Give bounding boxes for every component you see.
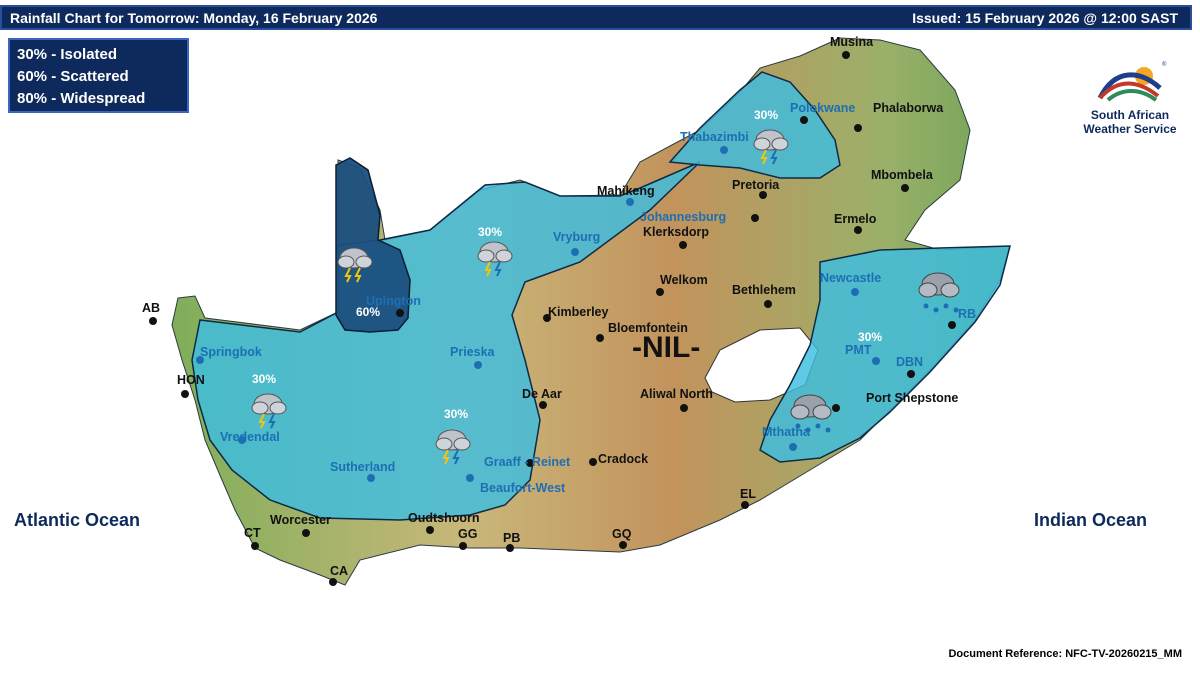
city-label-bloemfontein: Bloemfontein [608, 321, 688, 335]
zone-label-north: 30% [754, 108, 778, 122]
logo-line-2: Weather Service [1083, 122, 1177, 136]
city-label-welkom: Welkom [660, 273, 708, 287]
chart-title: Rainfall Chart for Tomorrow: Monday, 16 … [10, 10, 378, 26]
city-label-aliwal-north: Aliwal North [640, 387, 713, 401]
legend-item-isolated: 30% - Isolated [17, 46, 118, 63]
logo-line-1: South African [1090, 108, 1170, 122]
rain-icon [790, 394, 832, 433]
city-label-beaufort-west: Beaufort-West [480, 481, 566, 495]
city-label-ca: CA [330, 564, 348, 578]
city-label-ab: AB [142, 301, 160, 315]
city-label-dbn: DBN [896, 355, 923, 369]
zone-label-central-west: 30% [478, 225, 502, 239]
storm-icon [477, 241, 513, 277]
city-label-mahikeng: Mahikeng [597, 184, 655, 198]
issued-timestamp: Issued: 15 February 2026 @ 12:00 SAST [912, 10, 1178, 26]
zone-label-west: 30% [252, 372, 276, 386]
legend-item-widespread: 80% - Widespread [17, 90, 146, 107]
city-label-mthatha: Mthatha [762, 425, 811, 439]
storm-icon [251, 393, 287, 429]
city-label-polokwane: Polokwane [790, 101, 855, 115]
storm-icon [337, 247, 373, 283]
storm-icon [435, 429, 471, 465]
city-label-bethlehem: Bethlehem [732, 283, 796, 297]
city-label-upington: Upington [366, 294, 421, 308]
city-label-ermelo: Ermelo [834, 212, 877, 226]
city-label-pb: PB [503, 531, 520, 545]
city-label-vryburg: Vryburg [553, 230, 600, 244]
city-label-gq: GQ [612, 527, 632, 541]
city-label-prieska: Prieska [450, 345, 496, 359]
city-label-springbok: Springbok [200, 345, 262, 359]
city-label-sutherland: Sutherland [330, 460, 395, 474]
city-label-worcester: Worcester [270, 513, 331, 527]
indian-ocean-label: Indian Ocean [1034, 510, 1148, 530]
city-label-ct: CT [244, 526, 261, 540]
city-label-johannesburg: Johannesburg [640, 210, 726, 224]
city-label-klerksdorp: Klerksdorp [643, 225, 709, 239]
city-label-graaff-reinet: Graaff - Reinet [484, 455, 571, 469]
svg-text:®: ® [1162, 61, 1167, 68]
city-label-oudtshoorn: Oudtshoorn [408, 511, 480, 525]
legend-item-scattered: 60% - Scattered [17, 68, 129, 85]
city-label-musina: Musina [830, 35, 874, 49]
city-label-hon: HON [177, 373, 205, 387]
city-label-vredendal: Vredendal [220, 430, 280, 444]
city-label-mbombela: Mbombela [871, 168, 934, 182]
zone-label-east: 30% [858, 330, 882, 344]
header-bar: Rainfall Chart for Tomorrow: Monday, 16 … [0, 5, 1192, 30]
zone-30-north [668, 71, 841, 179]
city-label-thabazimbi: Thabazimbi [680, 130, 749, 144]
city-label-el: EL [740, 487, 756, 501]
zone-label-south-west: 30% [444, 407, 468, 421]
city-label-gg: GG [458, 527, 477, 541]
city-label-port-shepstone: Port Shepstone [866, 391, 958, 405]
zone-label-upington: 60% [356, 305, 380, 319]
nil-label: -NIL- [632, 331, 700, 364]
city-label-de-aar: De Aar [522, 387, 562, 401]
city-label-rb: RB [958, 307, 976, 321]
zone-60-upington [335, 157, 411, 333]
city-label-pmt: PMT [845, 343, 872, 357]
storm-icon [753, 129, 789, 165]
probability-legend: 30% - Isolated 60% - Scattered 80% - Wid… [8, 38, 189, 113]
rain-icon [918, 272, 960, 313]
city-label-cradock: Cradock [598, 452, 648, 466]
city-label-phalaborwa: Phalaborwa [873, 101, 944, 115]
city-label-kimberley: Kimberley [548, 305, 608, 319]
document-reference: Document Reference: NFC-TV-20260215_MM [948, 648, 1182, 660]
city-label-pretoria: Pretoria [732, 178, 780, 192]
saws-logo-icon: ® [1097, 61, 1167, 102]
atlantic-ocean-label: Atlantic Ocean [14, 510, 141, 530]
saws-logo: ® South African Weather Service [1070, 58, 1190, 143]
city-label-newcastle: Newcastle [820, 271, 881, 285]
